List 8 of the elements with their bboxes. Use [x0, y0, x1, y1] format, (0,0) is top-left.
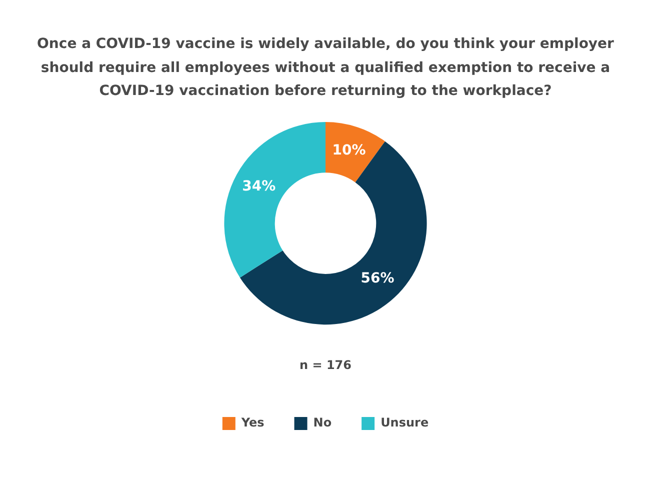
- data-label: 10%: [332, 142, 366, 159]
- chart-title: Once a COVID-19 vaccine is widely available, do you think your employer should require all employees without a qualified exemption to receive a COVID-19 vaccination before returning to the workplace?: [36, 35, 615, 101]
- legend-label: Unsure: [380, 416, 429, 430]
- text: n = 176: [299, 358, 352, 372]
- legend-label: No: [313, 416, 332, 430]
- legend-label: Yes: [240, 416, 264, 430]
- data-label: 34%: [242, 178, 276, 194]
- data-label: 56%: [360, 270, 394, 286]
